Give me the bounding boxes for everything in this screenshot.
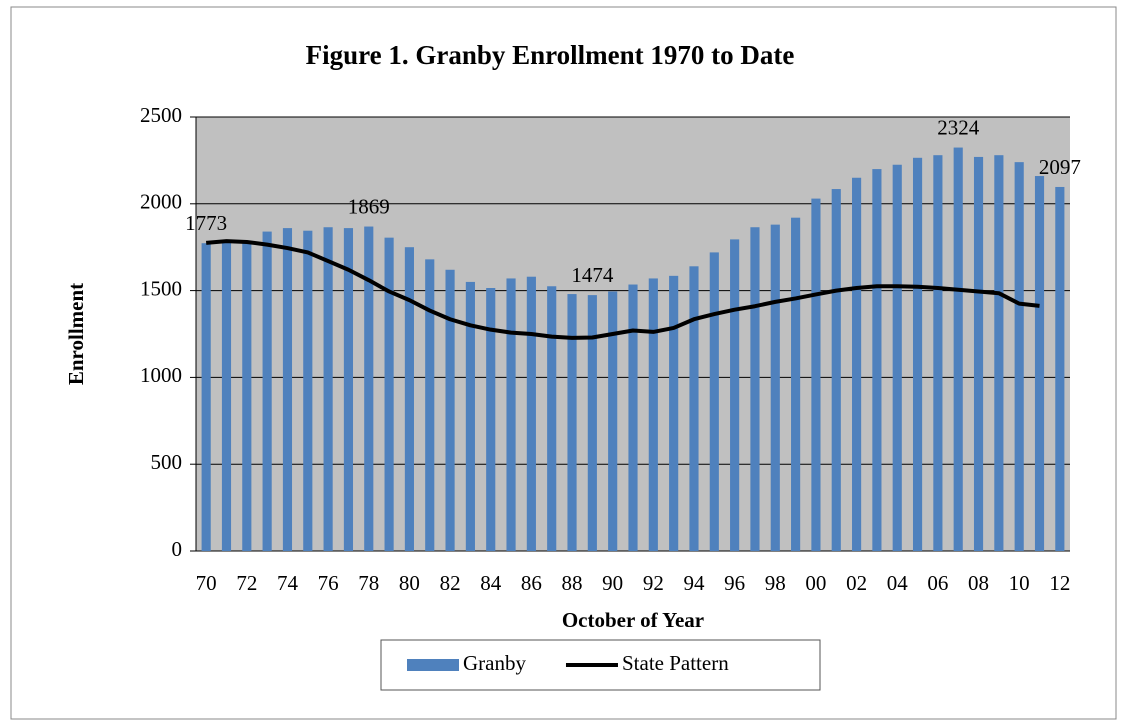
x-tick-label: 92 (643, 571, 664, 595)
x-tick-label: 74 (277, 571, 299, 595)
x-tick-label: 96 (724, 571, 745, 595)
bar (608, 291, 618, 551)
bar (811, 198, 821, 552)
bar (201, 243, 211, 551)
bar (242, 242, 252, 552)
x-tick-label: 70 (196, 571, 217, 595)
bar (892, 164, 902, 552)
bar (303, 230, 313, 551)
bar (953, 147, 963, 552)
x-tick-label: 88 (562, 571, 583, 595)
bar (852, 177, 862, 551)
x-tick-label: 94 (683, 571, 705, 595)
bar (973, 156, 984, 552)
y-axis-title: Enrollment (64, 283, 88, 385)
bar (628, 284, 638, 551)
bar (791, 217, 801, 552)
bar (526, 276, 536, 551)
bar (933, 155, 943, 551)
y-tick-label: 1000 (140, 363, 182, 387)
bar (486, 287, 496, 551)
x-tick-label: 98 (765, 571, 786, 595)
data-label: 1869 (348, 194, 390, 218)
bar (384, 237, 394, 552)
bar (445, 269, 455, 551)
bar (587, 295, 597, 551)
bar (221, 241, 232, 551)
x-tick-label: 72 (236, 571, 257, 595)
bar (262, 231, 272, 552)
bar (750, 227, 760, 551)
x-tick-label: 78 (358, 571, 379, 595)
legend-label: Granby (463, 651, 526, 675)
x-tick-label: 10 (1009, 571, 1030, 595)
x-tick-label: 08 (968, 571, 989, 595)
y-tick-label: 2000 (140, 190, 182, 214)
bar (506, 278, 516, 551)
bar (730, 239, 740, 551)
y-tick-label: 2500 (140, 103, 182, 127)
bar (872, 169, 882, 551)
bar (404, 247, 414, 551)
bar (912, 157, 923, 551)
data-label: 1474 (571, 263, 614, 287)
bar (343, 228, 354, 551)
bar (994, 155, 1004, 551)
legend-label: State Pattern (622, 651, 729, 675)
bar (709, 252, 719, 551)
data-label: 1773 (185, 211, 227, 235)
y-tick-label: 500 (151, 450, 183, 474)
bar (282, 228, 293, 551)
x-tick-label: 76 (318, 571, 339, 595)
bar (1034, 176, 1045, 552)
bar (831, 189, 841, 551)
x-tick-label: 00 (805, 571, 826, 595)
x-tick-label: 04 (887, 571, 909, 595)
bar (689, 266, 699, 551)
x-tick-label: 12 (1049, 571, 1070, 595)
bar (669, 275, 679, 551)
x-tick-label: 06 (927, 571, 948, 595)
bar (648, 278, 658, 551)
legend-swatch (407, 659, 459, 671)
x-tick-label: 90 (602, 571, 623, 595)
y-tick-label: 1500 (140, 276, 182, 300)
x-axis-title: October of Year (562, 608, 704, 632)
x-tick-label: 84 (480, 571, 502, 595)
bar (465, 281, 475, 551)
x-tick-label: 82 (440, 571, 461, 595)
y-tick-label: 0 (172, 537, 183, 561)
line (205, 239, 1040, 340)
x-tick-label: 80 (399, 571, 420, 595)
bar (567, 294, 577, 551)
data-label: 2097 (1039, 155, 1081, 179)
bar (425, 259, 435, 551)
bar (547, 286, 557, 551)
bar (364, 226, 374, 551)
bar (1014, 162, 1024, 552)
bar (1055, 186, 1065, 551)
chart-title: Figure 1. Granby Enrollment 1970 to Date (306, 40, 795, 70)
x-tick-label: 02 (846, 571, 867, 595)
bar (770, 224, 780, 551)
bar (323, 227, 333, 551)
data-label: 2324 (937, 115, 980, 139)
x-tick-label: 86 (521, 571, 542, 595)
